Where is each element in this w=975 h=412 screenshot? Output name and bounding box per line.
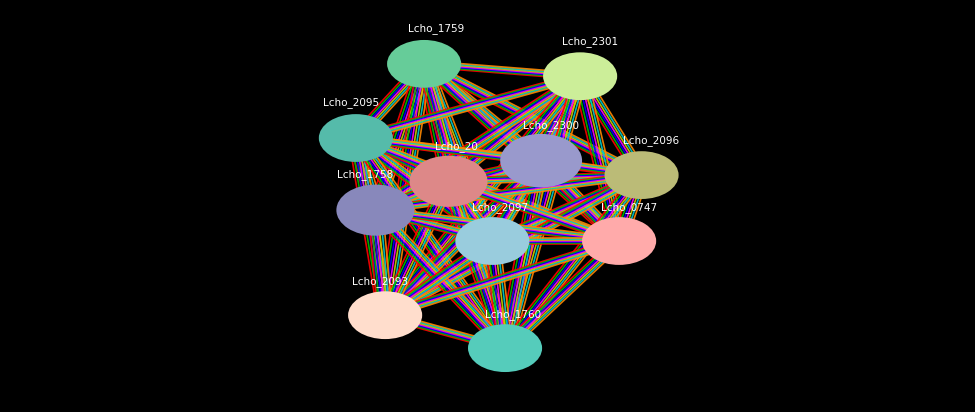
Ellipse shape	[319, 114, 393, 162]
Text: Lcho_2097: Lcho_2097	[472, 202, 528, 213]
Ellipse shape	[500, 134, 582, 187]
Text: Lcho_2301: Lcho_2301	[562, 36, 618, 47]
Ellipse shape	[387, 40, 461, 88]
Text: Lcho_2096: Lcho_2096	[623, 136, 680, 146]
Text: Lcho_20: Lcho_20	[435, 141, 478, 152]
Text: Lcho_2300: Lcho_2300	[523, 120, 579, 131]
Ellipse shape	[582, 217, 656, 265]
Ellipse shape	[468, 324, 542, 372]
Ellipse shape	[604, 151, 679, 199]
Text: Lcho_2093: Lcho_2093	[352, 276, 409, 287]
Text: Lcho_0747: Lcho_0747	[601, 202, 657, 213]
Ellipse shape	[455, 217, 529, 265]
Ellipse shape	[348, 291, 422, 339]
Ellipse shape	[543, 52, 617, 100]
Text: Lcho_2095: Lcho_2095	[323, 98, 379, 108]
Ellipse shape	[336, 185, 414, 236]
Ellipse shape	[410, 156, 488, 207]
Text: Lcho_1759: Lcho_1759	[408, 23, 464, 34]
Text: Lcho_1758: Lcho_1758	[337, 170, 394, 180]
Text: Lcho_1760: Lcho_1760	[485, 309, 541, 320]
